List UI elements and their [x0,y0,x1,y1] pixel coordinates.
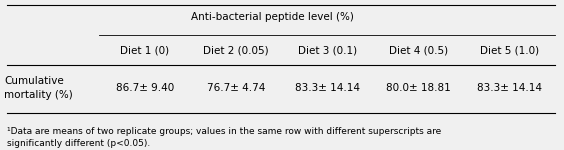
Text: Diet 1 (0): Diet 1 (0) [120,46,170,56]
Text: 80.0± 18.81: 80.0± 18.81 [386,83,451,93]
Text: Diet 2 (0.05): Diet 2 (0.05) [204,46,269,56]
Text: Diet 5 (1.0): Diet 5 (1.0) [481,46,539,56]
Text: 83.3± 14.14: 83.3± 14.14 [477,83,543,93]
Text: Anti-bacterial peptide level (%): Anti-bacterial peptide level (%) [191,12,354,22]
Text: Diet 4 (0.5): Diet 4 (0.5) [389,46,448,56]
Text: ¹Data are means of two replicate groups; values in the same row with different s: ¹Data are means of two replicate groups;… [7,127,441,148]
Text: Cumulative
mortality (%): Cumulative mortality (%) [4,76,73,100]
Text: 86.7± 9.40: 86.7± 9.40 [116,83,174,93]
Text: 76.7± 4.74: 76.7± 4.74 [207,83,266,93]
Text: 83.3± 14.14: 83.3± 14.14 [295,83,360,93]
Text: Diet 3 (0.1): Diet 3 (0.1) [298,46,357,56]
